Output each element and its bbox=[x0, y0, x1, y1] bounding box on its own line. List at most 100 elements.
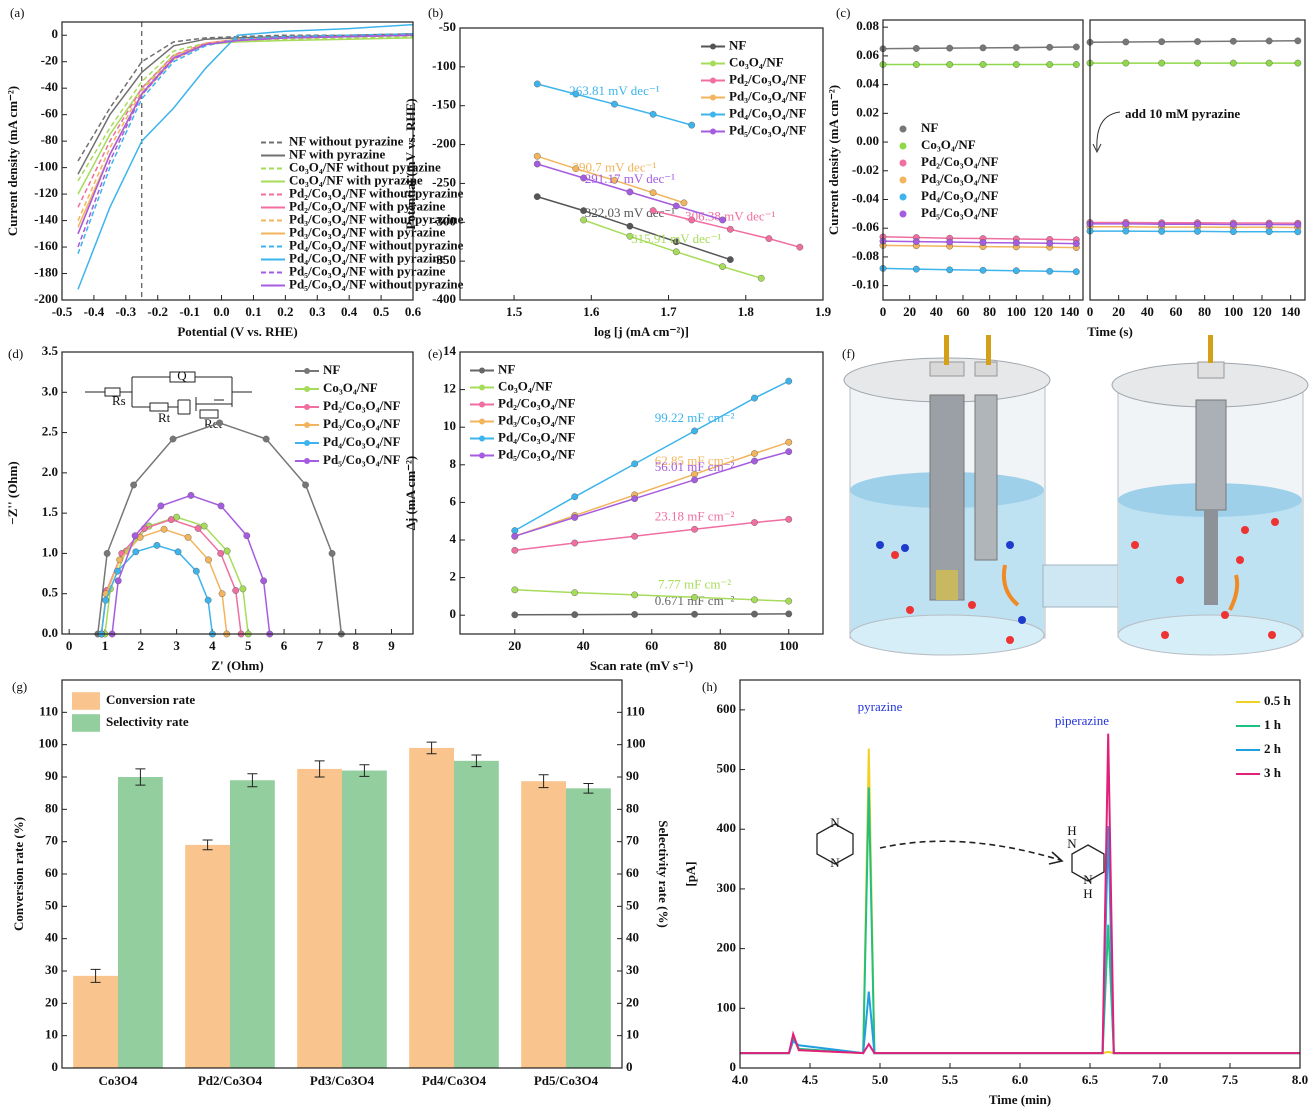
plot-frame bbox=[459, 351, 824, 635]
legend-marker bbox=[304, 386, 310, 392]
bar bbox=[230, 780, 275, 1068]
data-point bbox=[649, 110, 657, 118]
legend-label: Co₃O₄/NF bbox=[498, 378, 553, 393]
x-tick-label: 6 bbox=[281, 638, 288, 653]
data-point bbox=[979, 266, 987, 274]
y-tick-label: 50 bbox=[45, 897, 58, 912]
data-point bbox=[511, 586, 519, 594]
data-point bbox=[1122, 38, 1130, 46]
slope-label: 62.85 mF cm⁻² bbox=[655, 453, 735, 468]
data-point bbox=[533, 152, 541, 160]
y2-tick-label: 30 bbox=[626, 962, 639, 977]
legend-marker bbox=[304, 422, 310, 428]
legend-swatch bbox=[72, 692, 100, 710]
legend-label: Pd₂/Co₃O₄/NF bbox=[323, 398, 400, 413]
data-point bbox=[631, 495, 639, 503]
right-bottom bbox=[1117, 614, 1303, 656]
x-tick-label: 80 bbox=[983, 304, 996, 319]
data-point bbox=[580, 174, 587, 182]
y-tick-label: 0 bbox=[52, 26, 59, 41]
legend-marker bbox=[479, 435, 485, 442]
x-tick-label: 20 bbox=[1112, 304, 1125, 319]
y-tick-label: -200 bbox=[432, 136, 456, 151]
y-tick-label: -120 bbox=[34, 185, 58, 200]
data-point bbox=[912, 265, 920, 273]
x-axis-label: Potential (V vs. RHE) bbox=[177, 324, 297, 339]
structures bbox=[816, 823, 1105, 882]
data-point bbox=[785, 377, 793, 385]
data-line bbox=[740, 826, 1300, 1055]
legend-label: Pd₄/Co₃O₄/NF bbox=[729, 105, 806, 120]
x-tick-label: 7.0 bbox=[1152, 1072, 1168, 1087]
data-point bbox=[1265, 37, 1273, 45]
connecting-tube bbox=[1042, 564, 1124, 608]
legend-label: Co₃O₄/NF bbox=[323, 380, 378, 395]
data-point bbox=[204, 596, 212, 604]
legend-label: 1 h bbox=[1264, 717, 1282, 732]
legend-label: 0.5 h bbox=[1264, 693, 1292, 708]
legend-label: NF bbox=[498, 361, 515, 376]
x-tick-label: 100 bbox=[1007, 304, 1027, 319]
y-tick-label: 600 bbox=[717, 701, 737, 716]
plot-frame bbox=[61, 351, 414, 635]
data-point bbox=[1122, 227, 1130, 235]
electrode bbox=[1195, 399, 1227, 511]
x-tick-label: 0.3 bbox=[309, 304, 326, 319]
legend-label: Pd₃/Co₃O₄/NF with pyrazine bbox=[289, 224, 446, 239]
data-line bbox=[514, 518, 789, 552]
y-tick-label: 100 bbox=[717, 999, 737, 1014]
x-tick-label: 0.6 bbox=[405, 304, 422, 319]
data-point bbox=[114, 577, 122, 585]
piperazine-ring bbox=[1071, 844, 1105, 882]
x-tick-label: 80 bbox=[714, 638, 727, 653]
data-line bbox=[740, 733, 1300, 1055]
x-tick-label: 6.0 bbox=[1012, 1072, 1028, 1087]
data-point bbox=[1046, 239, 1054, 247]
circuit-label: Rt bbox=[158, 410, 171, 425]
x-tick-label: Pd4/Co3O4 bbox=[422, 1073, 487, 1088]
x-tick-label: 4 bbox=[209, 638, 216, 653]
y-tick-label: 110 bbox=[39, 703, 58, 718]
data-point bbox=[1158, 59, 1166, 67]
y-tick-label: -0.02 bbox=[852, 162, 879, 177]
data-point bbox=[751, 394, 758, 402]
data-point bbox=[1265, 228, 1273, 236]
data-point bbox=[1294, 37, 1302, 45]
arrow bbox=[1001, 564, 1020, 607]
data-point bbox=[979, 61, 987, 68]
data-point bbox=[1229, 37, 1237, 45]
data-line bbox=[77, 33, 414, 175]
y-tick-label: 2.5 bbox=[42, 424, 59, 439]
x-tick-label: 100 bbox=[1224, 304, 1244, 319]
holder bbox=[1197, 361, 1225, 379]
bar bbox=[454, 760, 499, 1068]
data-point bbox=[751, 519, 758, 526]
data-point bbox=[580, 216, 587, 224]
x-axis-label: Scan rate (mV s⁻¹) bbox=[590, 658, 693, 673]
y-tick-label: 4 bbox=[450, 531, 457, 546]
nitrogen-atoms bbox=[876, 541, 1026, 624]
legend-marker bbox=[304, 404, 310, 410]
atom-label: N bbox=[830, 855, 840, 870]
x-tick-label: 4.5 bbox=[802, 1072, 819, 1087]
y-axis-label: Potential (mV vs. RHE) bbox=[403, 98, 418, 229]
plot-frame bbox=[61, 21, 414, 301]
y-tick-label: -20 bbox=[41, 53, 58, 68]
x-axis-label: Time (min) bbox=[989, 1092, 1051, 1107]
x-tick-label: 120 bbox=[1252, 304, 1272, 319]
error-bar bbox=[359, 764, 370, 777]
arrow-head bbox=[1048, 851, 1064, 865]
x-tick-label: 1.8 bbox=[738, 304, 755, 319]
legend-label: Pd₄/Co₃O₄/NF bbox=[498, 429, 575, 444]
data-point bbox=[691, 476, 698, 484]
y-tick-label: -200 bbox=[34, 291, 58, 306]
bar bbox=[521, 781, 566, 1068]
data-point bbox=[626, 188, 634, 196]
data-point bbox=[631, 532, 639, 540]
y-axis-label: Current density (mA cm⁻²) bbox=[5, 86, 20, 236]
peak-label: pyrazine bbox=[858, 699, 903, 714]
data-point bbox=[765, 235, 773, 243]
data-point bbox=[691, 610, 698, 618]
y-tick-label: 500 bbox=[717, 761, 737, 776]
x-tick-label: 120 bbox=[1033, 304, 1053, 319]
